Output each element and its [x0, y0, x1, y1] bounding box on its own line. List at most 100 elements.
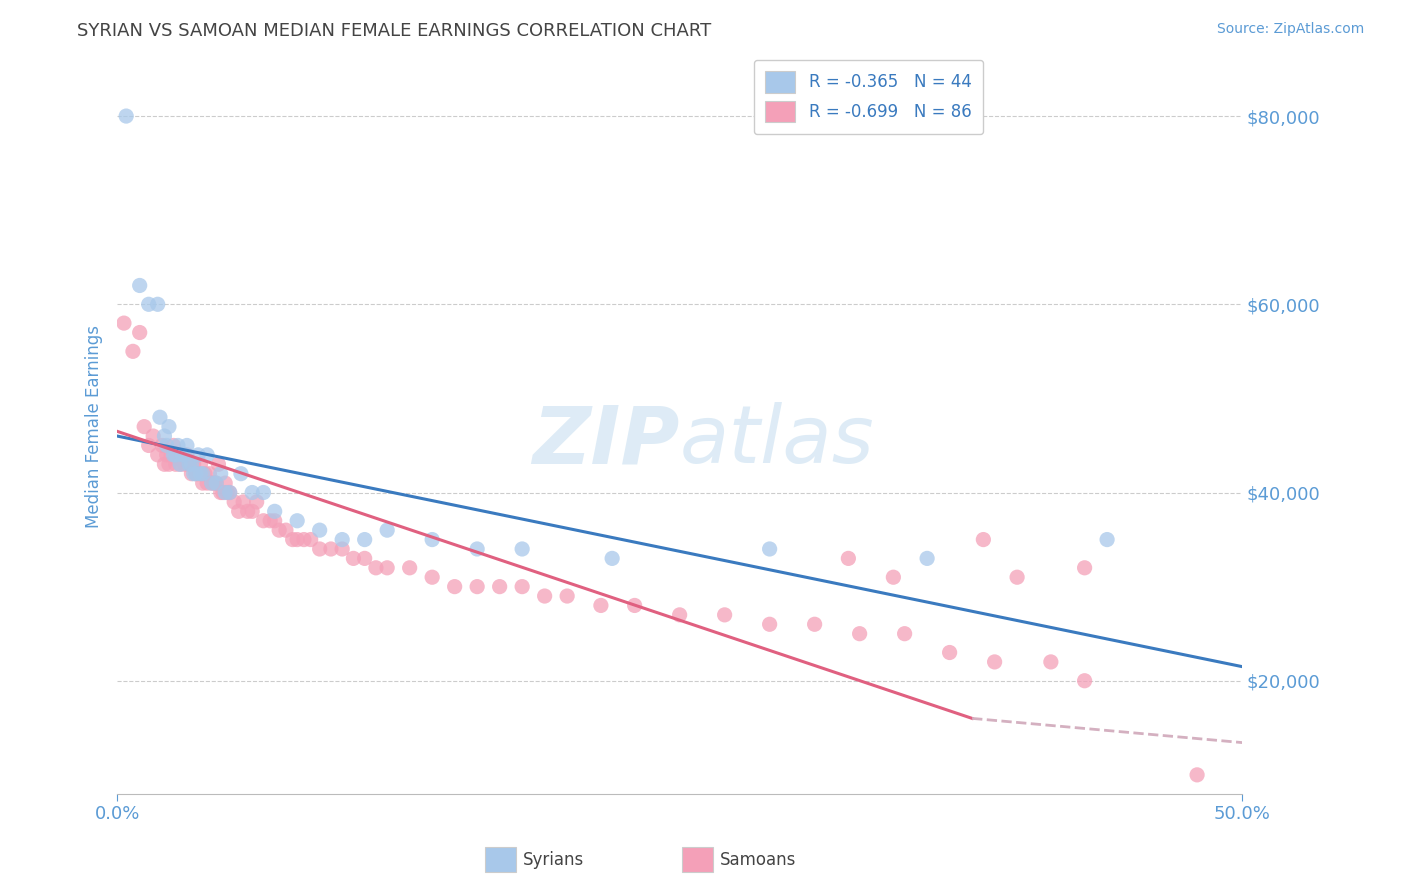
Point [1073, 561, 1095, 575]
Point [915, 551, 938, 566]
Point [299, 533, 322, 547]
Point [128, 278, 150, 293]
Point [342, 551, 364, 566]
Point [292, 533, 315, 547]
Point [184, 467, 207, 481]
Point [443, 580, 465, 594]
Point [128, 326, 150, 340]
Point [533, 589, 555, 603]
Point [214, 485, 236, 500]
Point [758, 617, 780, 632]
Point [285, 514, 308, 528]
Point [308, 541, 330, 556]
Point [364, 561, 387, 575]
Point [157, 419, 180, 434]
Point [180, 457, 202, 471]
Point [134, 419, 156, 434]
Point [209, 485, 232, 500]
Point [803, 617, 825, 632]
Text: Samoans: Samoans [720, 851, 796, 869]
Point [212, 485, 235, 500]
Point [162, 448, 184, 462]
Point [983, 655, 1005, 669]
Point [224, 495, 246, 509]
Point [848, 626, 870, 640]
Point [375, 561, 398, 575]
Point [187, 448, 209, 462]
Point [157, 457, 180, 471]
Point [183, 467, 205, 481]
Point [180, 467, 202, 481]
Point [259, 514, 281, 528]
Point [1039, 655, 1062, 669]
Point [263, 504, 285, 518]
Point [236, 504, 259, 518]
Point [465, 580, 488, 594]
Point [165, 457, 187, 471]
Point [488, 580, 510, 594]
Point [122, 344, 145, 359]
Text: Syrians: Syrians [523, 851, 585, 869]
Point [194, 467, 217, 481]
Point [172, 448, 194, 462]
Point [252, 485, 274, 500]
Point [146, 448, 169, 462]
Point [217, 485, 239, 500]
Point [205, 476, 228, 491]
Point [246, 495, 269, 509]
Point [510, 580, 533, 594]
Point [165, 448, 187, 462]
Point [162, 438, 184, 452]
Point [156, 448, 179, 462]
Point [218, 485, 240, 500]
Point [115, 109, 138, 123]
Point [1095, 533, 1118, 547]
Point [269, 523, 291, 537]
Y-axis label: Median Female Earnings: Median Female Earnings [86, 326, 103, 528]
Point [190, 467, 212, 481]
Point [263, 514, 285, 528]
Point [330, 533, 353, 547]
Point [153, 429, 176, 443]
Point [274, 523, 297, 537]
Point [510, 541, 533, 556]
Point [195, 476, 218, 491]
Point [179, 457, 201, 471]
Point [173, 457, 195, 471]
Point [1073, 673, 1095, 688]
Point [398, 561, 420, 575]
Point [1185, 768, 1208, 782]
Point [623, 599, 645, 613]
Point [167, 448, 190, 462]
Point [184, 467, 207, 481]
Point [938, 646, 960, 660]
Point [202, 476, 225, 491]
Legend: R = -0.365   N = 44, R = -0.699   N = 86: R = -0.365 N = 44, R = -0.699 N = 86 [754, 60, 983, 134]
Point [228, 504, 250, 518]
Point [252, 514, 274, 528]
Point [169, 457, 191, 471]
Point [281, 533, 304, 547]
Point [138, 297, 160, 311]
Point [198, 467, 221, 481]
Point [138, 438, 160, 452]
Point [153, 457, 176, 471]
Point [285, 533, 308, 547]
Text: SYRIAN VS SAMOAN MEDIAN FEMALE EARNINGS CORRELATION CHART: SYRIAN VS SAMOAN MEDIAN FEMALE EARNINGS … [77, 22, 711, 40]
Text: atlas: atlas [679, 402, 875, 480]
Point [201, 476, 224, 491]
Point [330, 541, 353, 556]
Point [1005, 570, 1028, 584]
Point [308, 523, 330, 537]
Point [146, 297, 169, 311]
Point [837, 551, 859, 566]
Point [190, 457, 212, 471]
Point [420, 570, 443, 584]
Point [758, 541, 780, 556]
Point [172, 448, 194, 462]
Point [232, 495, 254, 509]
Point [240, 504, 263, 518]
Point [156, 438, 179, 452]
Text: Source: ZipAtlas.com: Source: ZipAtlas.com [1216, 22, 1364, 37]
Point [176, 448, 198, 462]
